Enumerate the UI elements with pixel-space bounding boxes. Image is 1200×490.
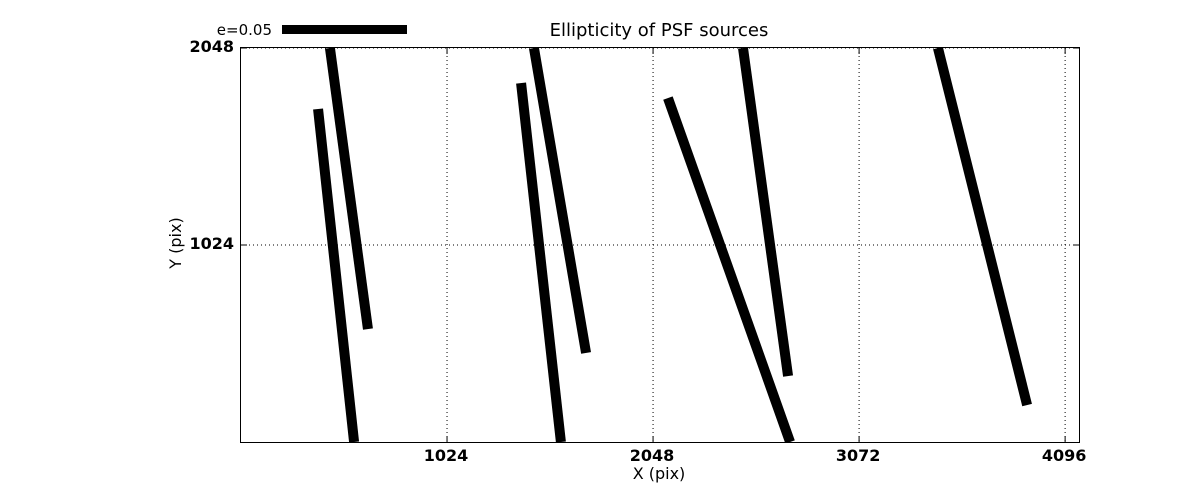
- x-tick-label: 1024: [423, 446, 469, 465]
- legend-label: e=0.05: [216, 21, 272, 39]
- psf-ellipticity-whisker: [324, 48, 373, 330]
- psf-ellipticity-whisker: [663, 96, 795, 442]
- x-tick-label: 2048: [629, 446, 675, 465]
- y-tick-label: 2048: [189, 37, 234, 56]
- psf-ellipticity-whisker: [516, 82, 566, 442]
- x-axis-label: X (pix): [632, 464, 686, 483]
- psf-ellipticity-whisker: [738, 48, 794, 377]
- legend-sample-line: [282, 25, 407, 34]
- x-tick-label: 4096: [1041, 446, 1087, 465]
- psf-ellipticity-whisker: [313, 108, 360, 442]
- psf-ellipticity-whisker: [933, 48, 1032, 407]
- plot-canvas: [241, 48, 1079, 442]
- plot-area: [240, 47, 1080, 443]
- x-tick-label: 3072: [835, 446, 881, 465]
- y-tick-label: 1024: [189, 234, 234, 253]
- psf-ellipticity-whisker: [529, 48, 591, 354]
- chart-title: Ellipticity of PSF sources: [549, 20, 769, 41]
